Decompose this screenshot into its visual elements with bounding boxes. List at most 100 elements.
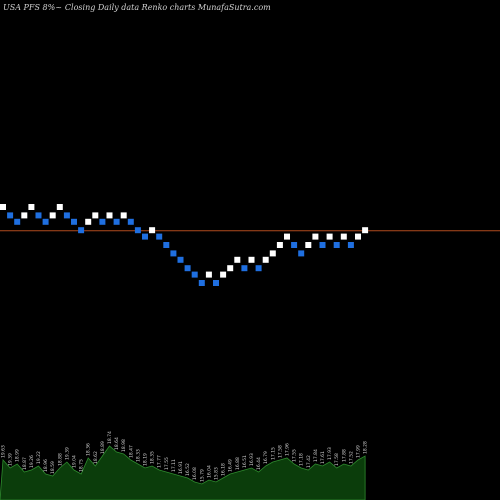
down-brick xyxy=(291,242,298,248)
volume-label: 16.04 xyxy=(206,465,212,478)
down-brick xyxy=(298,250,305,257)
down-brick xyxy=(7,212,14,219)
down-brick xyxy=(255,265,262,272)
up-brick xyxy=(92,212,99,219)
volume-label: 17.88 xyxy=(341,449,347,462)
volume-label: 17.15 xyxy=(270,447,276,460)
renko-bricks xyxy=(0,204,369,286)
down-brick xyxy=(184,265,191,272)
down-brick xyxy=(35,212,42,219)
volume-label: 17.42 xyxy=(306,455,312,468)
volume-label: 18.64 xyxy=(114,437,120,450)
volume-label: 19.63 xyxy=(1,445,7,458)
up-brick xyxy=(205,271,212,278)
up-brick xyxy=(85,218,92,225)
volume-label: 18.74 xyxy=(107,431,113,444)
volume-label: 17.61 xyxy=(320,451,326,464)
volume-label: 19.04 xyxy=(72,455,78,468)
volume-label: 17.58 xyxy=(334,453,340,466)
down-brick xyxy=(142,233,148,240)
volume-label: 18.96 xyxy=(43,459,49,472)
volume-label: 17.58 xyxy=(277,445,283,458)
down-brick xyxy=(347,242,354,248)
volume-label: 18.35 xyxy=(150,451,156,464)
volume-label: 16.08 xyxy=(192,467,198,480)
up-brick xyxy=(21,212,28,219)
down-brick xyxy=(14,218,21,225)
down-brick xyxy=(241,265,248,272)
up-brick xyxy=(284,233,290,240)
up-brick xyxy=(355,233,361,240)
volume-label: 17.18 xyxy=(299,453,305,466)
volume-series xyxy=(0,445,366,500)
volume-label: 18.98 xyxy=(121,439,127,452)
volume-label: 17.55 xyxy=(292,449,298,462)
up-brick xyxy=(248,256,255,263)
up-brick xyxy=(234,256,241,263)
down-brick xyxy=(333,242,340,248)
volume-label: 17.96 xyxy=(285,443,291,456)
volume-label: 18.19 xyxy=(143,453,149,466)
volume-area xyxy=(0,445,366,500)
volume-label: 16.18 xyxy=(221,463,227,476)
down-brick xyxy=(127,218,134,225)
down-brick xyxy=(42,218,49,225)
up-brick xyxy=(276,242,283,248)
down-brick xyxy=(198,280,205,286)
volume-label: 17.52 xyxy=(348,451,354,464)
volume-label: 18.89 xyxy=(100,441,106,454)
volume-label: 17.55 xyxy=(164,457,170,470)
volume-label: 18.47 xyxy=(128,445,134,458)
chart-title: USA PFS 8%~ Closing Daily data Renko char… xyxy=(3,3,274,12)
volume-label: 16.52 xyxy=(185,463,191,476)
volume-label: 19.22 xyxy=(36,451,42,464)
up-brick xyxy=(56,204,63,210)
up-brick xyxy=(227,265,234,272)
volume-label: 19.39 xyxy=(8,453,14,466)
up-brick xyxy=(269,250,276,257)
volume-label: 15.83 xyxy=(214,467,220,480)
up-brick xyxy=(262,256,269,263)
volume-label: 15.79 xyxy=(199,469,205,482)
volume-label: 18.87 xyxy=(22,457,28,470)
volume-label: 18.75 xyxy=(79,459,85,472)
volume-label: 16.91 xyxy=(178,461,184,474)
volume-label: 17.11 xyxy=(171,459,177,472)
volume-label: 17.93 xyxy=(327,447,333,460)
volume-label: 18.59 xyxy=(50,461,56,474)
up-brick xyxy=(120,212,127,219)
down-brick xyxy=(63,212,70,219)
volume-label: 16.93 xyxy=(249,453,255,466)
up-brick xyxy=(149,227,156,234)
up-brick xyxy=(340,233,347,240)
up-brick xyxy=(28,204,35,210)
volume-label: 18.28 xyxy=(363,441,369,454)
volume-label: 16.51 xyxy=(242,455,248,468)
ticker-label: USA PFS 8%~ xyxy=(3,3,62,12)
volume-label: 17.99 xyxy=(356,445,362,458)
down-brick xyxy=(213,280,219,286)
volume-label: 16.88 xyxy=(235,457,241,470)
up-brick xyxy=(362,227,369,234)
volume-label: 16.79 xyxy=(263,451,269,464)
chart-description: Closing Daily data Renko charts MunafaSu… xyxy=(64,3,271,12)
down-brick xyxy=(71,218,77,225)
up-brick xyxy=(106,212,113,219)
down-brick xyxy=(156,233,163,240)
volume-label: 17.77 xyxy=(157,455,163,468)
down-brick xyxy=(99,218,106,225)
volume-label: 18.33 xyxy=(135,449,141,462)
volume-label: 18.36 xyxy=(86,443,92,456)
volume-label: 18.99 xyxy=(15,449,21,462)
up-brick xyxy=(220,271,227,278)
volume-label: 16.49 xyxy=(228,459,234,472)
volume-label: 18.88 xyxy=(57,453,63,466)
up-brick xyxy=(312,233,319,240)
down-brick xyxy=(78,227,85,234)
up-brick xyxy=(0,204,6,210)
up-brick xyxy=(305,242,312,248)
down-brick xyxy=(191,271,198,278)
up-brick xyxy=(49,212,56,219)
